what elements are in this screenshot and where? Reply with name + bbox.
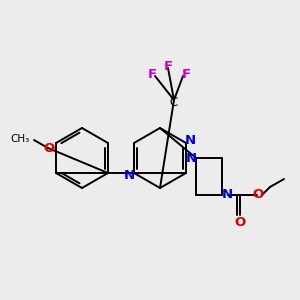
- Text: N: N: [221, 188, 233, 202]
- Text: F: F: [147, 68, 157, 82]
- Text: F: F: [182, 68, 190, 82]
- Text: C: C: [170, 95, 178, 109]
- Text: N: N: [185, 134, 196, 147]
- Text: O: O: [44, 142, 55, 155]
- Text: F: F: [164, 61, 172, 74]
- Text: O: O: [252, 188, 264, 202]
- Text: N: N: [124, 169, 135, 182]
- Text: O: O: [234, 215, 246, 229]
- Text: N: N: [185, 152, 197, 164]
- Text: CH₃: CH₃: [11, 134, 30, 144]
